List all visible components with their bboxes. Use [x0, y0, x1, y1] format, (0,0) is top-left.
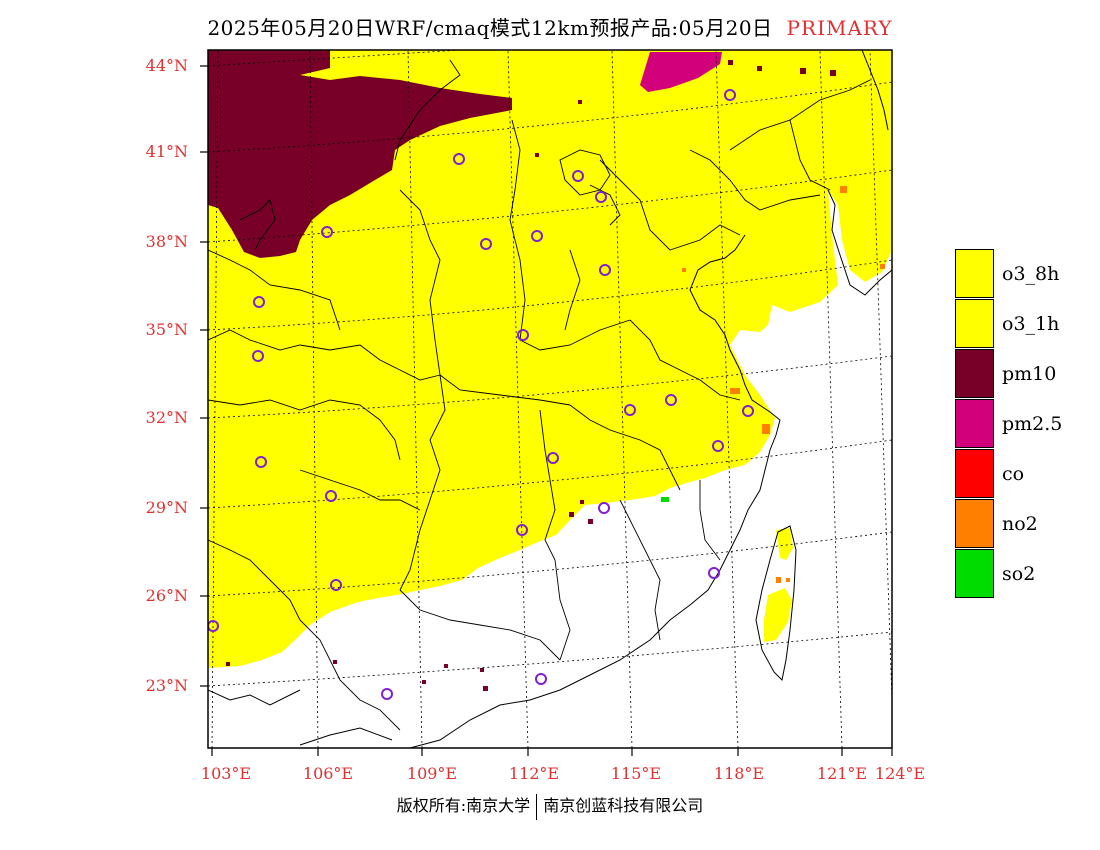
- lon-label-121: 121°E: [816, 764, 868, 783]
- legend-item-pm25: pm2.5: [955, 399, 1100, 449]
- legend-item-so2: so2: [955, 549, 1100, 599]
- legend: o3_8h o3_1h pm10 pm2.5 co no2 so2: [955, 249, 1100, 599]
- legend-label-o3-8h: o3_8h: [1002, 263, 1060, 285]
- o3-region-taiwan: [764, 588, 792, 642]
- legend-label-o3-1h: o3_1h: [1002, 313, 1060, 335]
- legend-item-co: co: [955, 449, 1100, 499]
- legend-swatch-o3-1h: [955, 299, 994, 348]
- lon-label-112: 112°E: [508, 764, 560, 783]
- lat-label-35: 35°N: [145, 320, 188, 339]
- pm10-region: [208, 50, 512, 258]
- legend-item-pm10: pm10: [955, 349, 1100, 399]
- lat-label-38: 38°N: [145, 232, 188, 251]
- legend-swatch-pm10: [955, 349, 994, 398]
- pm10-specks: [226, 60, 836, 691]
- lon-label-115: 115°E: [610, 764, 662, 783]
- lon-label-109: 109°E: [406, 764, 458, 783]
- province-boundaries: [208, 59, 871, 731]
- no2-specks: [682, 186, 885, 583]
- legend-item-no2: no2: [955, 499, 1100, 549]
- lat-label-41: 41°N: [145, 142, 188, 161]
- o3-region: [208, 50, 892, 668]
- title-text: 2025年05月20日WRF/cmaq模式12km预报产品:05月20日: [207, 16, 773, 40]
- map-title: 2025年05月20日WRF/cmaq模式12km预报产品:05月20日 PRIM…: [0, 12, 1100, 41]
- lon-label-124: 124°E: [874, 764, 926, 783]
- map-frame: [207, 49, 893, 749]
- legend-swatch-co: [955, 449, 994, 498]
- so2-speck: [661, 497, 669, 502]
- title-primary-tag: PRIMARY: [786, 16, 893, 40]
- lat-label-23: 23°N: [145, 676, 188, 695]
- legend-label-co: co: [1002, 463, 1025, 485]
- legend-item-o3-8h: o3_8h: [955, 249, 1100, 299]
- legend-swatch-no2: [955, 499, 994, 548]
- legend-label-pm25: pm2.5: [1002, 413, 1063, 435]
- lon-label-118: 118°E: [713, 764, 765, 783]
- legend-label-pm10: pm10: [1002, 363, 1057, 385]
- lat-label-26: 26°N: [145, 586, 188, 605]
- legend-label-no2: no2: [1002, 513, 1038, 535]
- o3-region-taiwan-north: [776, 528, 793, 560]
- axis-ticks: [200, 65, 893, 756]
- copyright-left: 版权所有:南京大学: [396, 796, 531, 815]
- coastline: [208, 50, 892, 748]
- station-markers: [208, 89, 754, 700]
- legend-label-so2: so2: [1002, 563, 1036, 585]
- legend-item-o3-1h: o3_1h: [955, 299, 1100, 349]
- lat-label-32: 32°N: [145, 408, 188, 427]
- legend-swatch-pm25: [955, 399, 994, 448]
- lat-label-29: 29°N: [145, 498, 188, 517]
- lon-label-106: 106°E: [302, 764, 354, 783]
- footer-separator: [536, 793, 538, 820]
- lat-label-44: 44°N: [145, 56, 188, 75]
- copyright-footer: 版权所有:南京大学 南京创蓝科技有限公司: [0, 792, 1100, 820]
- legend-swatch-so2: [955, 549, 994, 598]
- pm25-region: [640, 52, 722, 92]
- copyright-right: 南京创蓝科技有限公司: [543, 796, 704, 815]
- legend-swatch-o3-8h: [955, 249, 994, 298]
- lon-label-103: 103°E: [200, 764, 252, 783]
